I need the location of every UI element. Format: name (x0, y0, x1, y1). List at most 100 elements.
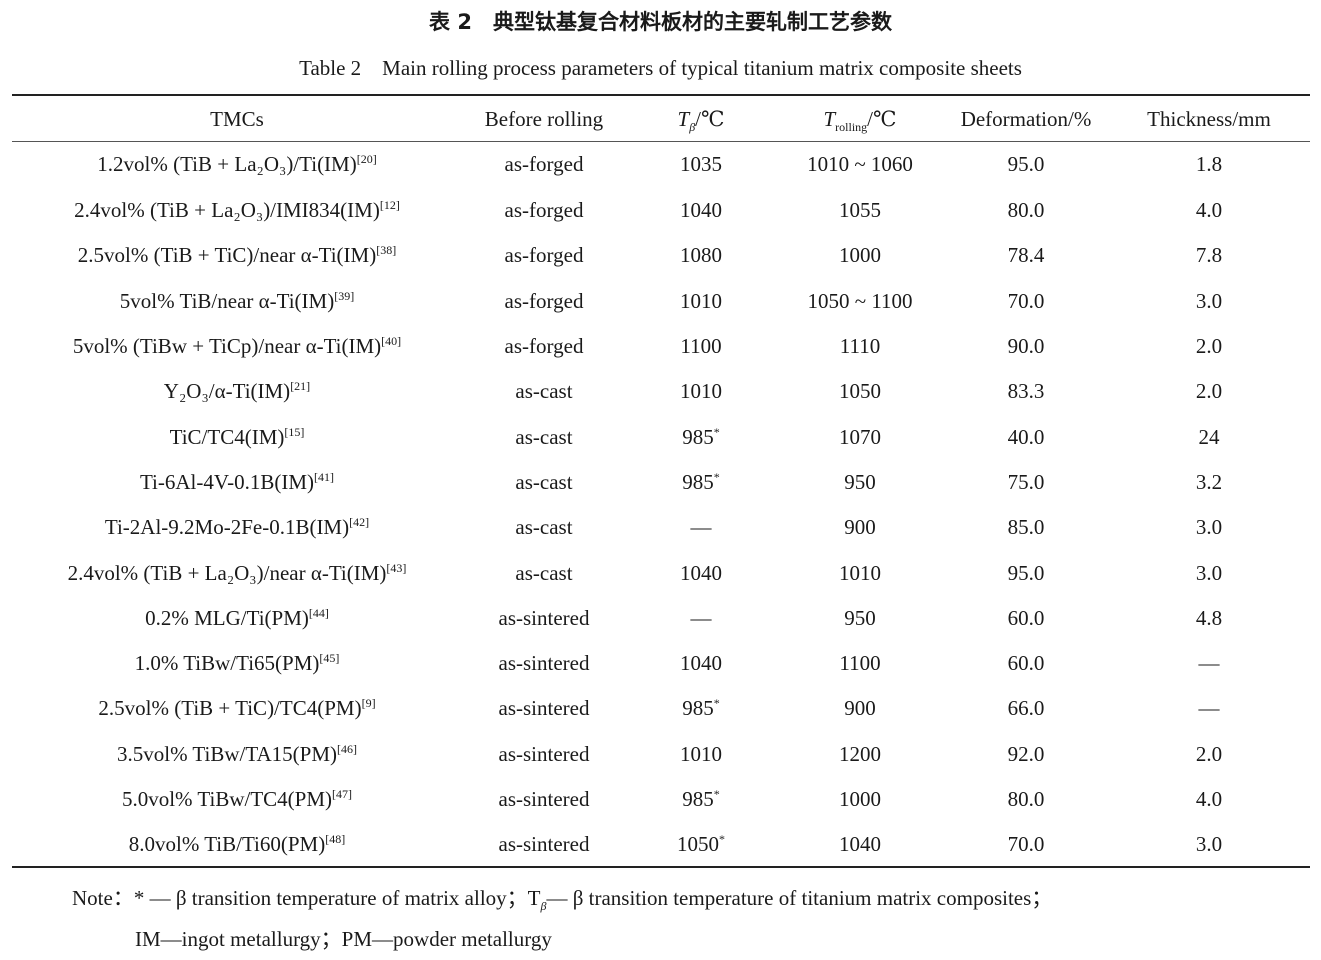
cell-thickness: 4.0 (1195, 787, 1223, 811)
asterisk-mark: * (713, 469, 720, 484)
table-row: 2.4vol% (TiB + La₂O₃)/IMI834(IM)[12] as-f… (12, 188, 1310, 233)
table-row: 2.5vol% (TiB + TiC)/near α-Ti(IM)[38] as-… (12, 233, 1310, 278)
table-row: Y₂O₃/α-Ti(IM)[21] as-cast 1010 1050 83.3 2.0 (12, 369, 1310, 414)
cell-t-beta: 1040 (680, 560, 722, 585)
cell-t-beta: 1010 (680, 741, 722, 766)
table-row: 1.2vol% (TiB + La₂O₃)/Ti(IM)[20] as-forge… (12, 141, 1310, 188)
reference-number: [46] (337, 741, 358, 756)
cell-deformation: 78.4 (1007, 243, 1045, 268)
cell-thickness: 1.8 (1195, 152, 1223, 177)
cell-t-rolling: 1070 (839, 424, 881, 449)
asterisk-mark: * (719, 831, 725, 846)
cell-tmc: TiC/TC4(IM)[15] (169, 424, 305, 449)
table-row: 3.5vol% TiBw/TA15(PM)[46] as-sintered 1010… (12, 732, 1310, 777)
cell-t-beta: 1010 (680, 288, 722, 313)
cell-tmc: 2.4vol% (TiB + La₂O₃)/IMI834(IM)[12] (74, 198, 400, 223)
cell-before-rolling: as-cast (515, 515, 573, 540)
reference-number: [41] (314, 469, 335, 484)
cell-t-beta: 1050* (677, 831, 725, 856)
cell-tmc: 2.5vol% (TiB + TiC)/near α-Ti(IM)[38] (77, 243, 397, 268)
cell-t-beta: 1040 (680, 198, 722, 223)
cell-t-rolling: 1050 (839, 379, 881, 404)
cell-t-rolling: 1000 (839, 243, 881, 268)
cell-thickness: — (1198, 651, 1220, 676)
reference-number: [45] (319, 651, 340, 666)
cell-before-rolling: as-forged (504, 334, 584, 359)
cell-before-rolling: as-cast (515, 424, 573, 449)
cell-t-rolling: 950 (844, 605, 876, 630)
cell-t-beta: 1035 (680, 152, 722, 177)
cell-before-rolling: as-cast (515, 469, 573, 494)
asterisk-mark: * (713, 424, 720, 439)
cell-tmc: 2.4vol% (TiB + La₂O₃)/near α-Ti(IM)[43] (67, 560, 407, 585)
cell-thickness: 7.8 (1195, 243, 1223, 268)
cell-t-beta: 1010 (680, 379, 722, 404)
cell-before-rolling: as-forged (504, 198, 584, 223)
cell-t-rolling: 900 (844, 515, 876, 540)
cell-t-rolling: 1110 (839, 334, 881, 359)
asterisk-mark: * (713, 696, 720, 711)
cell-t-rolling: 1010 ~ 1060 (807, 152, 913, 177)
cell-tmc: Ti-2Al-9.2Mo-2Fe-0.1B(IM)[42] (104, 515, 370, 540)
table-row: 5vol% TiB/near α-Ti(IM)[39] as-forged 1010… (12, 279, 1310, 324)
cell-deformation: 60.0 (1007, 605, 1045, 630)
header-t-rolling: Trolling/℃ (823, 107, 897, 135)
reference-number: [44] (308, 605, 329, 620)
cell-before-rolling: as-cast (515, 560, 573, 585)
cell-thickness: 24 (1198, 424, 1220, 449)
cell-before-rolling: as-forged (504, 288, 584, 313)
reference-number: [47] (332, 787, 353, 801)
header-before-rolling: Before rolling (484, 107, 604, 132)
cell-t-rolling: 1040 (839, 831, 881, 856)
cell-tmc: 5.0vol% TiBw/TC4(PM)[47] (121, 787, 353, 811)
cell-before-rolling: as-sintered (498, 831, 590, 856)
cell-tmc: 1.0% TiBw/Ti65(PM)[45] (134, 651, 340, 676)
cell-thickness: — (1198, 696, 1220, 721)
cell-before-rolling: as-cast (515, 379, 573, 404)
reference-number: [38] (376, 243, 397, 258)
cell-t-rolling: 1010 (839, 560, 881, 585)
table-row: 5vol% (TiBw + TiCp)/near α-Ti(IM)[40] as-… (12, 324, 1310, 369)
reference-number: [40] (381, 334, 402, 349)
table-row: 2.4vol% (TiB + La₂O₃)/near α-Ti(IM)[43] a… (12, 550, 1310, 595)
cell-thickness: 3.0 (1195, 560, 1223, 585)
reference-number: [20] (356, 152, 377, 167)
cell-deformation: 95.0 (1007, 560, 1045, 585)
asterisk-mark: * (713, 787, 720, 801)
header-deformation: Deformation/% (960, 107, 1092, 132)
cell-tmc: 5vol% (TiBw + TiCp)/near α-Ti(IM)[40] (72, 334, 402, 359)
cell-deformation: 60.0 (1007, 651, 1045, 676)
cell-thickness: 4.8 (1195, 605, 1223, 630)
cell-deformation: 92.0 (1007, 741, 1045, 766)
reference-number: [9] (361, 696, 376, 711)
cell-before-rolling: as-forged (504, 243, 584, 268)
reference-number: [15] (284, 424, 305, 439)
cell-before-rolling: as-sintered (498, 605, 590, 630)
cell-tmc: 8.0vol% TiB/Ti60(PM)[48] (128, 831, 346, 856)
cell-deformation: 40.0 (1007, 424, 1045, 449)
cell-t-beta: 985* (682, 787, 720, 811)
header-t-beta: Tβ/℃ (677, 107, 725, 135)
cell-t-rolling: 1055 (839, 198, 881, 223)
cell-t-rolling: 900 (844, 696, 876, 721)
cell-deformation: 75.0 (1007, 469, 1045, 494)
cell-t-beta: 985* (682, 424, 720, 449)
cell-tmc: 5vol% TiB/near α-Ti(IM)[39] (119, 288, 355, 313)
cell-tmc: 1.2vol% (TiB + La₂O₃)/Ti(IM)[20] (97, 152, 377, 177)
header-row: TMCs Before rolling Tβ/℃ Trolling/℃ Defo… (12, 95, 1310, 141)
cell-thickness: 3.0 (1195, 515, 1223, 540)
cell-t-beta: 1080 (680, 243, 722, 268)
table-row: Ti-2Al-9.2Mo-2Fe-0.1B(IM)[42] as-cast — 900… (12, 505, 1310, 550)
table-row: 5.0vol% TiBw/TC4(PM)[47] as-sintered 985* 1… (12, 777, 1310, 822)
cell-t-rolling: 950 (844, 469, 876, 494)
cell-deformation: 70.0 (1007, 831, 1045, 856)
table-row: Ti-6Al-4V-0.1B(IM)[41] as-cast 985* 950 75.0… (12, 460, 1310, 505)
cell-t-rolling: 1050 ~ 1100 (807, 288, 913, 313)
reference-number: [43] (386, 560, 407, 575)
table-row: 0.2% MLG/Ti(PM)[44] as-sintered — 950 60.0 4.… (12, 596, 1310, 641)
rolling-parameters-table: TMCs Before rolling Tβ/℃ Trolling/℃ Defo… (12, 94, 1310, 869)
cell-deformation: 83.3 (1007, 379, 1045, 404)
cell-thickness: 2.0 (1195, 741, 1223, 766)
header-thickness: Thickness/mm (1147, 107, 1271, 132)
cell-t-beta: 1100 (680, 334, 722, 359)
